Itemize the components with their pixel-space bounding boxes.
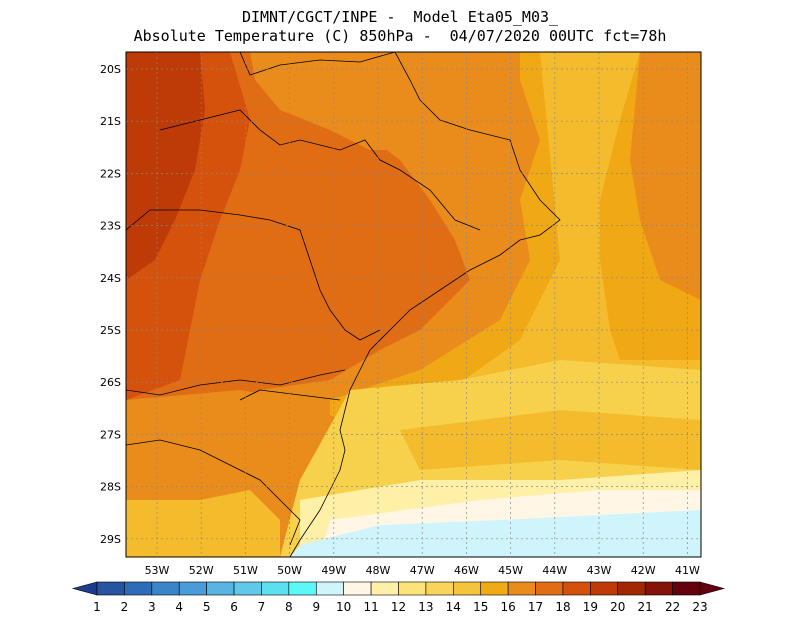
colorbar-label: 16 — [500, 600, 515, 614]
colorbar-label: 23 — [692, 600, 707, 614]
lat-label: 26S — [100, 376, 121, 389]
colorbar-label: 8 — [285, 600, 293, 614]
colorbar-swatch — [535, 581, 564, 596]
colorbar-swatch — [261, 581, 290, 596]
colorbar-swatch — [315, 581, 344, 596]
lon-label: 49W — [321, 564, 346, 577]
temperature-field — [126, 52, 701, 557]
lat-label: 24S — [100, 272, 121, 285]
coastline — [289, 52, 561, 557]
colorbar-swatch — [617, 581, 646, 596]
colorbar-swatch — [288, 581, 317, 596]
colorbar-label: 18 — [555, 600, 570, 614]
colorbar: 1 2 3 4 5 6 7 8 9 10 11 12 13 14 15 16 17 18 19 20 21 22 23 — [71, 581, 726, 614]
lon-label: 51W — [233, 564, 258, 577]
field-15-south-strip — [400, 410, 701, 470]
field-15-sw — [126, 490, 280, 557]
lat-label: 29S — [100, 533, 121, 546]
colorbar-label: 14 — [446, 600, 461, 614]
lat-label: 21S — [100, 115, 121, 128]
longitude-labels: 53W 52W 51W 50W 49W 48W 47W 46W 45W 44W 43W 42W 41W — [145, 564, 700, 577]
lat-label: 22S — [100, 167, 121, 180]
colorbar-swatch — [233, 581, 262, 596]
colorbar-label: 19 — [583, 600, 598, 614]
colorbar-label: 2 — [121, 600, 129, 614]
colorbar-swatch — [453, 581, 482, 596]
colorbar-swatch — [206, 581, 235, 596]
lon-label: 47W — [410, 564, 435, 577]
colorbar-label: 4 — [175, 600, 183, 614]
field-17-north — [250, 52, 440, 150]
map-frame — [125, 51, 702, 558]
colorbar-arrow-right — [699, 581, 726, 596]
colorbar-label: 20 — [610, 600, 625, 614]
lon-label: 50W — [277, 564, 302, 577]
colorbar-label: 6 — [230, 600, 238, 614]
colorbar-swatch — [178, 581, 207, 596]
colorbar-label: 22 — [665, 600, 680, 614]
colorbar-label: 13 — [418, 600, 433, 614]
lon-label: 52W — [189, 564, 214, 577]
state-border-2 — [159, 109, 481, 231]
colorbar-label: 11 — [363, 600, 378, 614]
colorbar-swatch — [425, 581, 454, 596]
lon-label: 48W — [366, 564, 391, 577]
lon-label: 53W — [145, 564, 170, 577]
colorbar-swatch — [480, 581, 509, 596]
gridlines — [126, 52, 701, 557]
lon-label: 44W — [542, 564, 567, 577]
field-17-coast — [126, 390, 340, 500]
field-20-west — [126, 52, 205, 280]
field-17-ocean-east — [630, 52, 701, 300]
colorbar-label: 21 — [638, 600, 653, 614]
colorbar-label: 9 — [312, 600, 320, 614]
colorbar-swatch — [672, 581, 701, 596]
colorbar-arrow-left — [71, 581, 98, 596]
colorbar-swatch — [398, 581, 427, 596]
colorbar-label: 10 — [336, 600, 351, 614]
colorbar-swatch — [562, 581, 591, 596]
colorbar-label: 7 — [258, 600, 266, 614]
lon-label: 42W — [631, 564, 656, 577]
lon-label: 41W — [675, 564, 700, 577]
state-border-5 — [126, 439, 301, 546]
lat-label: 25S — [100, 324, 121, 337]
colorbar-label: 3 — [148, 600, 156, 614]
state-border-4 — [126, 369, 346, 396]
colorbar-label: 5 — [203, 600, 211, 614]
field-10-south — [290, 510, 701, 557]
colorbar-label: 15 — [473, 600, 488, 614]
colorbar-swatch — [644, 581, 673, 596]
colorbar-swatch — [151, 581, 180, 596]
lat-label: 20S — [100, 63, 121, 76]
colorbar-swatch — [370, 581, 399, 596]
colorbar-label: 1 — [93, 600, 101, 614]
colorbar-swatch — [343, 581, 372, 596]
state-border-3 — [126, 209, 381, 341]
colorbar-label: 17 — [528, 600, 543, 614]
title-line-1: DIMNT/CGCT/INPE - Model Eta05_M03_ — [241, 8, 559, 26]
colorbar-swatch — [96, 581, 125, 596]
lon-label: 46W — [454, 564, 479, 577]
lat-label: 28S — [100, 481, 121, 494]
state-border-1 — [239, 52, 396, 76]
title-line-2: Absolute Temperature (C) 850hPa - 04/07/… — [133, 27, 667, 45]
lat-label: 27S — [100, 428, 121, 441]
state-border-6 — [239, 389, 341, 401]
colorbar-swatch — [124, 581, 153, 596]
colorbar-swatch — [507, 581, 536, 596]
lat-label: 23S — [100, 220, 121, 233]
latitude-labels: 20S 21S 22S 23S 24S 25S 26S 27S 28S 29S — [100, 63, 121, 546]
colorbar-swatch — [590, 581, 619, 596]
colorbar-label: 12 — [391, 600, 406, 614]
lon-label: 43W — [587, 564, 612, 577]
lon-label: 45W — [498, 564, 523, 577]
borders — [126, 52, 561, 557]
